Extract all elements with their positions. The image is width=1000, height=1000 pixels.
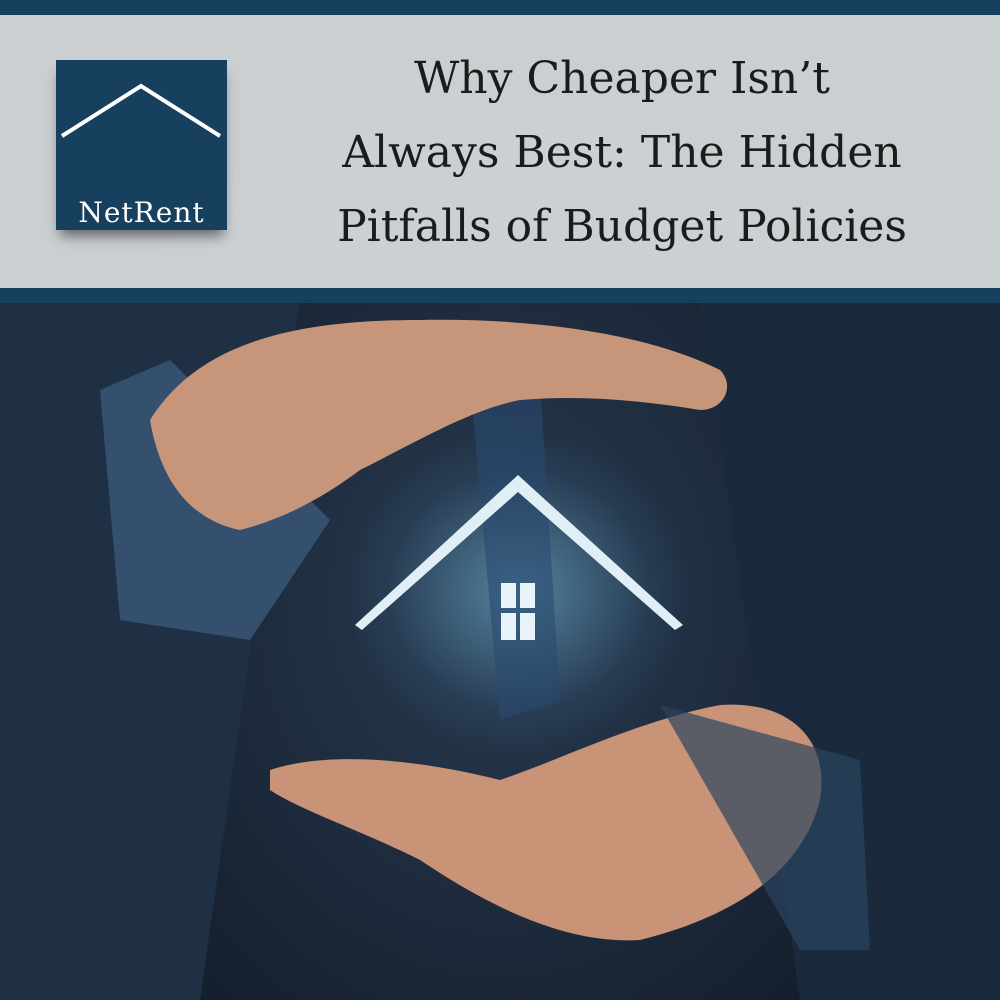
hand-top: [150, 319, 728, 530]
logo-text: NetRent: [78, 196, 205, 229]
top-accent-bar: [0, 0, 1000, 15]
bottom-accent-bar: [0, 288, 1000, 303]
page-title: Why Cheaper Isn’t Always Best: The Hidde…: [262, 42, 982, 264]
house-roof-icon: [60, 83, 222, 138]
title-line-3: Pitfalls of Budget Policies: [337, 201, 907, 252]
shirt-cuff-right: [660, 705, 870, 950]
title-line-2: Always Best: The Hidden: [342, 127, 902, 178]
title-line-1: Why Cheaper Isn’t: [414, 53, 830, 104]
hand-bottom: [270, 704, 822, 941]
netrent-logo: NetRent: [56, 60, 227, 230]
glowing-house-icon: [355, 475, 683, 640]
tie: [470, 380, 560, 720]
